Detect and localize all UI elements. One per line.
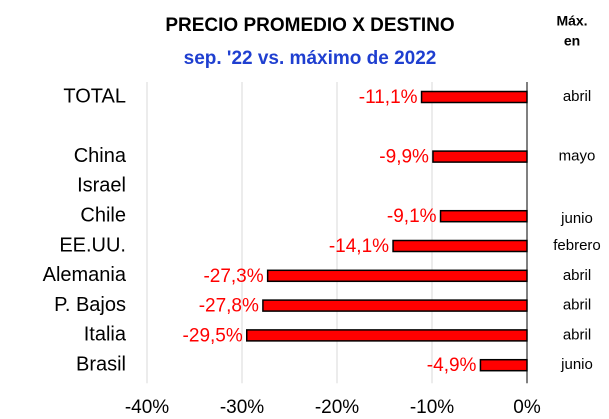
x-tick-label: 0% xyxy=(513,397,541,418)
side-label: abril xyxy=(563,88,591,105)
bar xyxy=(246,329,528,342)
side-label: abril xyxy=(563,326,591,343)
y-tick-label: Italia xyxy=(84,324,127,346)
bar xyxy=(439,209,528,223)
side-label: abril xyxy=(563,267,591,284)
value-label: -27,8% xyxy=(199,296,259,317)
value-label: -9,9% xyxy=(379,147,429,168)
y-tick-label: P. Bajos xyxy=(54,294,126,316)
side-label: mayo xyxy=(559,148,596,165)
side-label: abril xyxy=(563,297,591,314)
value-label: -14,1% xyxy=(329,236,389,257)
bar xyxy=(479,358,528,372)
y-tick-label: EE.UU. xyxy=(59,234,126,256)
value-label: -11,1% xyxy=(359,87,418,108)
value-label: -9,1% xyxy=(387,206,437,227)
bar xyxy=(432,150,528,163)
x-tick-label: -20% xyxy=(315,397,359,418)
y-tick-label: Alemania xyxy=(43,264,127,286)
y-tick-label: TOTAL xyxy=(63,85,126,107)
bar xyxy=(266,269,528,283)
chart-subtitle: sep. '22 vs. máximo de 2022 xyxy=(184,48,437,69)
side-header: en xyxy=(564,33,580,49)
side-label: junio xyxy=(560,356,593,373)
y-tick-label: Chile xyxy=(80,204,126,226)
side-label: junio xyxy=(560,210,593,227)
side-header: Máx. xyxy=(556,13,587,29)
value-label: -4,9% xyxy=(427,355,477,376)
side-label: febrero xyxy=(553,237,601,254)
y-tick-label: China xyxy=(74,145,127,167)
value-label: -29,5% xyxy=(183,325,243,346)
chart-title: PRECIO PROMEDIO X DESTINO xyxy=(165,15,454,36)
x-tick-label: -40% xyxy=(125,397,169,418)
y-tick-label: Brasil xyxy=(76,353,126,375)
bar xyxy=(420,90,528,104)
bar xyxy=(262,299,528,312)
x-tick-label: -30% xyxy=(220,397,264,418)
bar xyxy=(392,239,528,253)
value-label: -27,3% xyxy=(203,266,263,287)
y-tick-label: Israel xyxy=(77,175,126,197)
x-tick-label: -10% xyxy=(410,397,454,418)
